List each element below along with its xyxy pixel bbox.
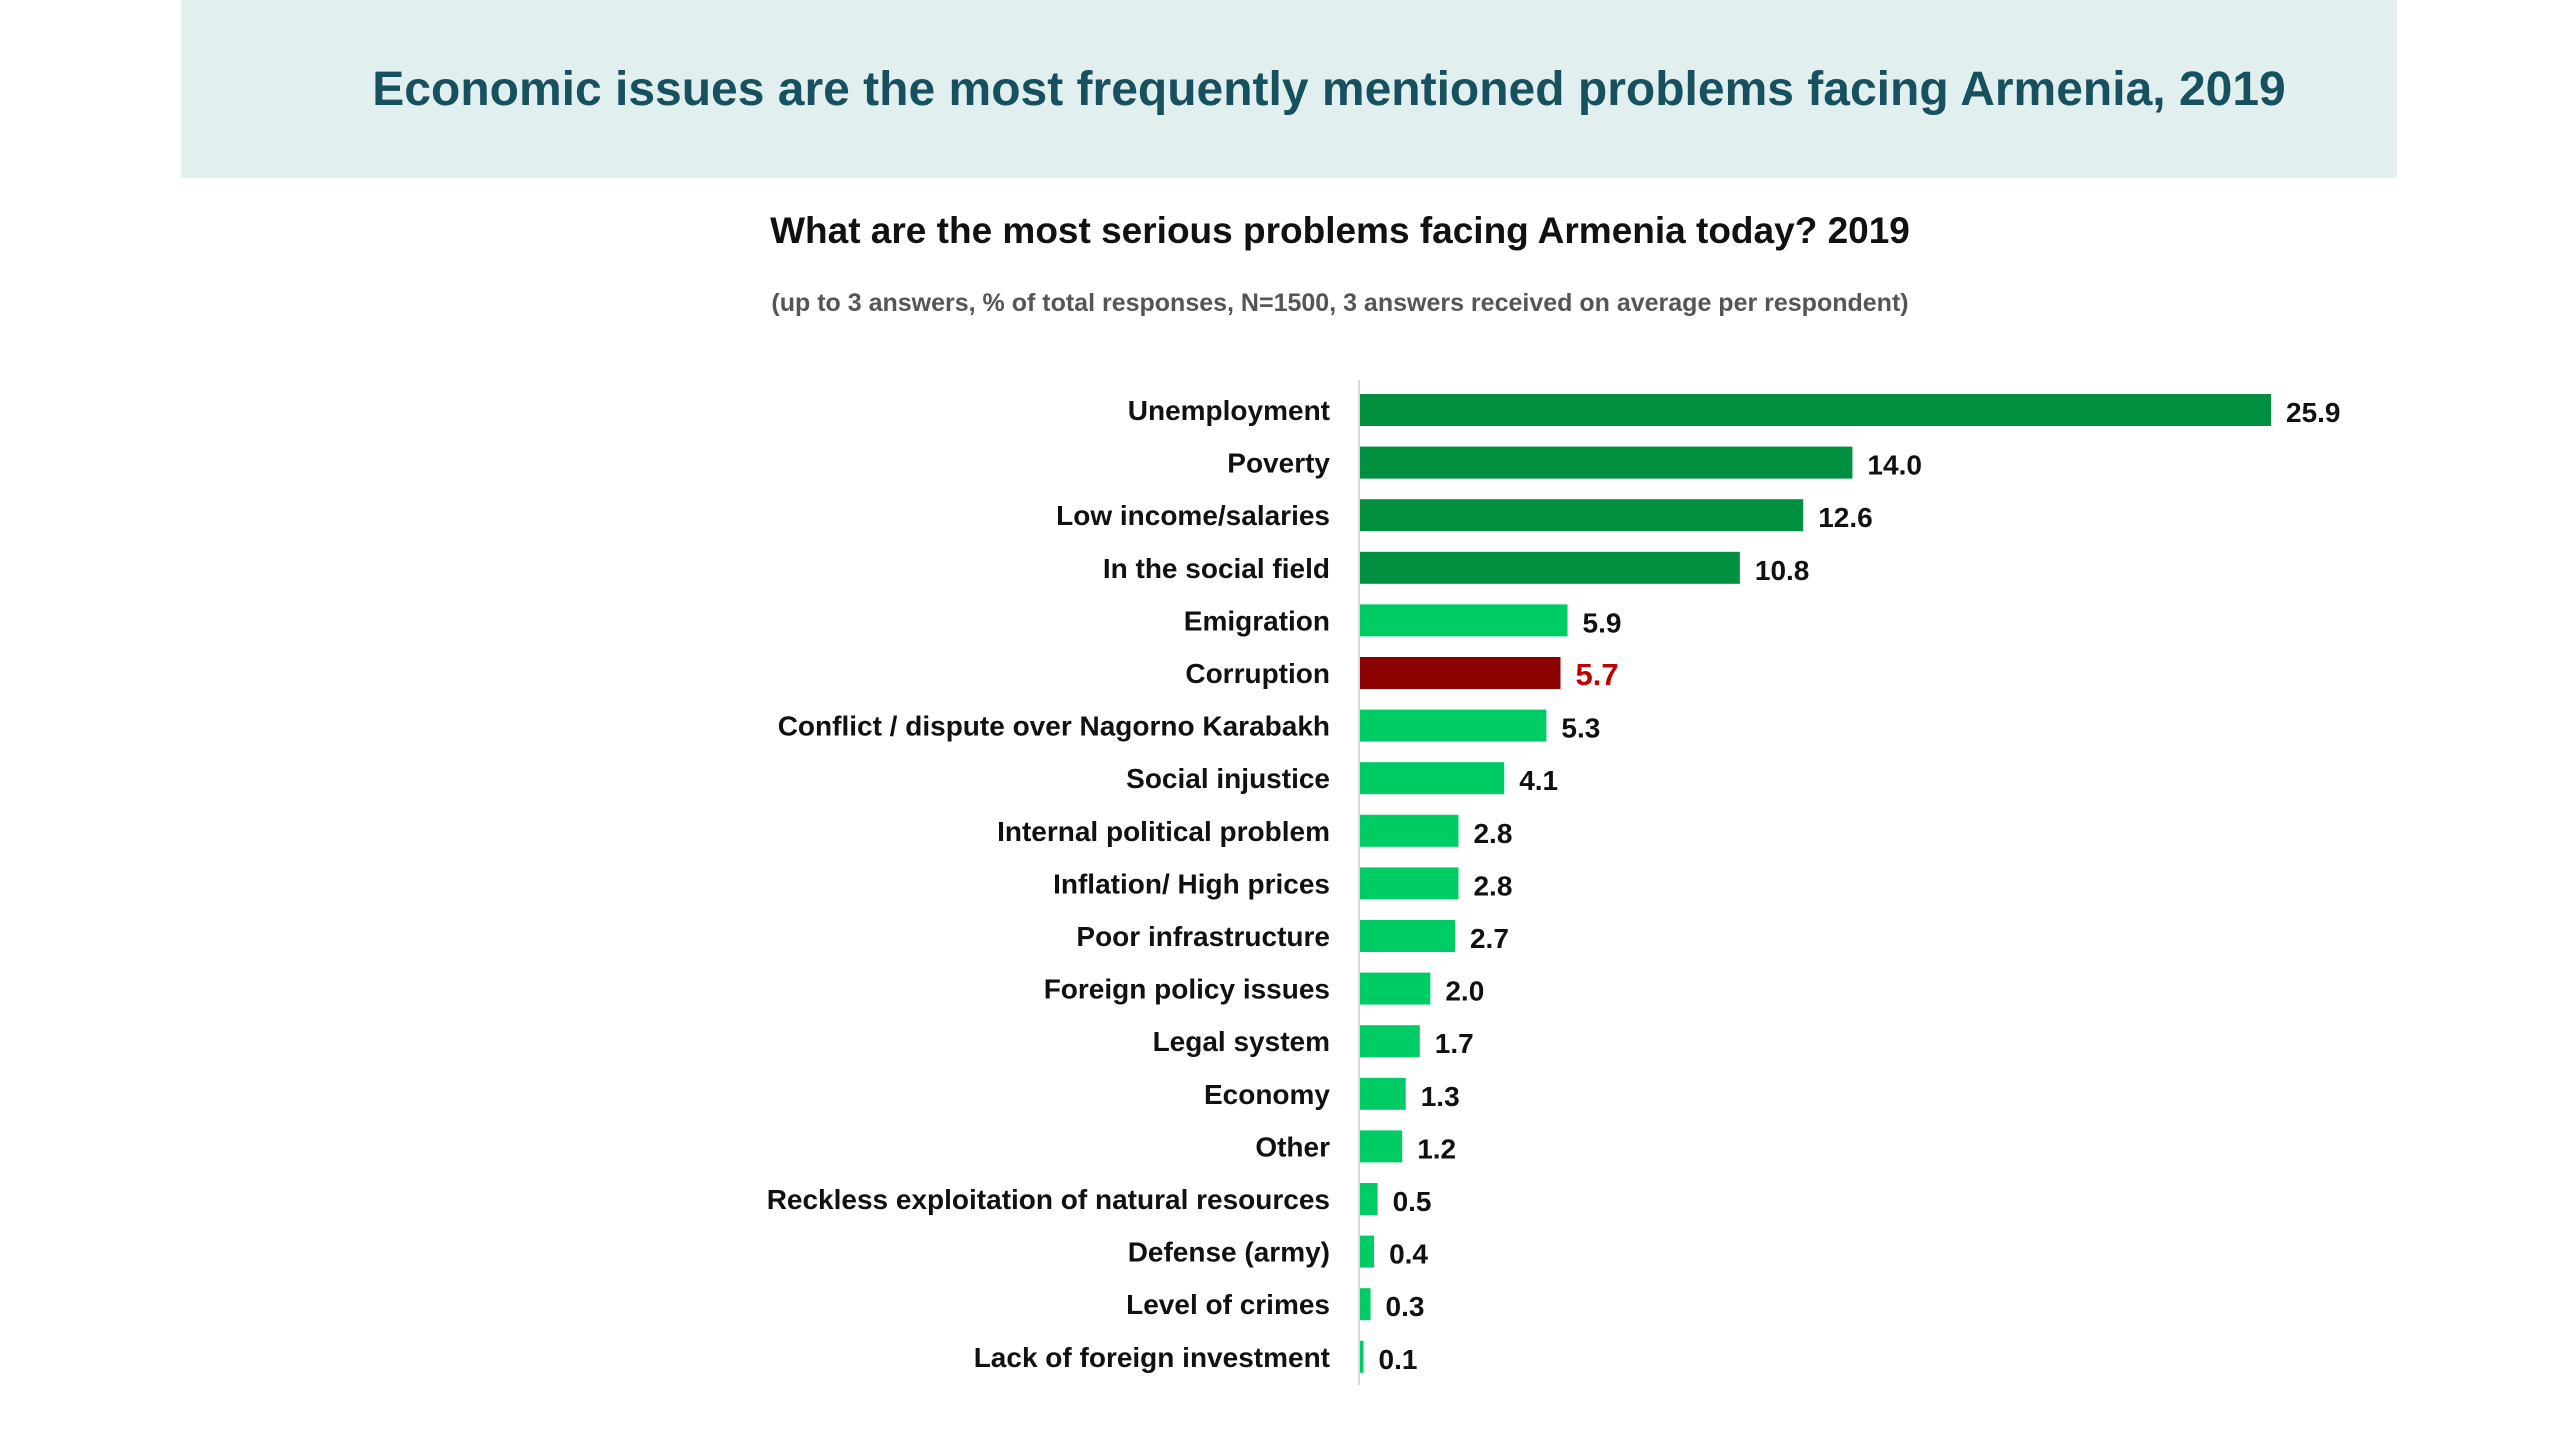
category-label: Foreign policy issues xyxy=(1044,974,1330,1005)
bar xyxy=(1360,709,1547,742)
bar xyxy=(1360,1183,1378,1215)
data-label: 2.7 xyxy=(1470,923,1509,954)
bar xyxy=(1360,1077,1406,1110)
category-label: Other xyxy=(1255,1131,1330,1162)
category-label: Emigration xyxy=(1184,605,1330,636)
category-label: Reckless exploitation of natural resourc… xyxy=(767,1184,1330,1215)
bar xyxy=(1360,604,1568,637)
bar xyxy=(1360,446,1853,479)
data-label: 0.3 xyxy=(1386,1291,1425,1322)
category-label: Level of crimes xyxy=(1126,1289,1330,1320)
data-label: 12.6 xyxy=(1818,502,1873,533)
chart-subtitle: (up to 3 answers, % of total responses, … xyxy=(771,289,1909,317)
category-label: Economy xyxy=(1204,1079,1330,1110)
category-label: Internal political problem xyxy=(997,816,1330,847)
data-label: 0.4 xyxy=(1389,1239,1428,1270)
category-label: Inflation/ High prices xyxy=(1053,868,1330,899)
data-label: 10.8 xyxy=(1755,555,1810,586)
data-label: 2.8 xyxy=(1473,870,1512,901)
bar xyxy=(1360,814,1459,847)
category-label: Unemployment xyxy=(1128,395,1330,426)
category-label: Corruption xyxy=(1185,658,1330,689)
bar xyxy=(1360,920,1455,952)
category-label: Conflict / dispute over Nagorno Karabakh xyxy=(778,711,1330,742)
category-label: Social injustice xyxy=(1126,763,1330,794)
category-label: Defense (army) xyxy=(1128,1237,1330,1268)
bar xyxy=(1360,1340,1364,1373)
bar xyxy=(1360,1025,1420,1058)
category-label: Lack of foreign investment xyxy=(974,1342,1330,1373)
bar xyxy=(1360,1288,1371,1321)
bar xyxy=(1360,657,1561,689)
data-label: 5.3 xyxy=(1561,713,1600,744)
category-label: Low income/salaries xyxy=(1056,500,1330,531)
data-label: 14.0 xyxy=(1867,450,1922,481)
category-label: Poor infrastructure xyxy=(1076,921,1330,952)
category-label: Poverty xyxy=(1227,448,1330,479)
bar xyxy=(1360,867,1459,900)
data-label: 25.9 xyxy=(2286,397,2341,428)
data-label: 1.7 xyxy=(1435,1028,1474,1059)
data-label: 1.3 xyxy=(1421,1081,1460,1112)
data-label: 2.8 xyxy=(1473,818,1512,849)
page-title: Economic issues are the most frequently … xyxy=(372,62,2286,116)
bar xyxy=(1360,551,1740,584)
category-label: In the social field xyxy=(1103,553,1330,584)
data-label: 1.2 xyxy=(1417,1133,1456,1164)
data-label: 2.0 xyxy=(1445,976,1484,1007)
data-label: 0.1 xyxy=(1379,1344,1418,1375)
bar xyxy=(1360,394,2271,426)
chart-title: What are the most serious problems facin… xyxy=(770,210,1910,251)
header-band xyxy=(181,0,2397,178)
data-label: 5.7 xyxy=(1575,657,1618,692)
bar xyxy=(1360,972,1431,1005)
data-label: 4.1 xyxy=(1519,765,1558,796)
bar xyxy=(1360,499,1804,532)
bar xyxy=(1360,1130,1403,1163)
category-label: Legal system xyxy=(1153,1026,1330,1057)
bar xyxy=(1360,762,1505,795)
data-label: 5.9 xyxy=(1583,607,1622,638)
bar xyxy=(1360,1235,1375,1268)
data-label: 0.5 xyxy=(1393,1186,1432,1217)
